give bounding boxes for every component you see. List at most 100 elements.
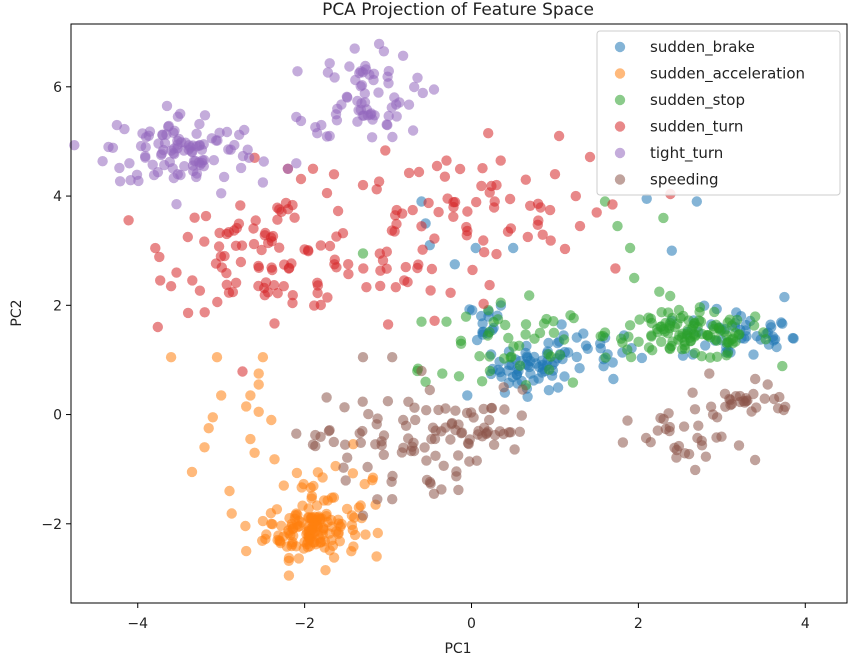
scatter-point [416,316,427,327]
scatter-point [353,502,365,513]
scatter-point [769,334,781,345]
scatter-point [403,433,414,444]
scatter-point [372,494,383,505]
scatter-point [652,425,663,436]
scatter-point [417,244,428,255]
scatter-point [425,285,436,296]
scatter-point [491,248,502,260]
scatter-point [307,163,319,174]
scatter-point [426,433,437,445]
scatter-point [733,440,745,451]
scatter-point [163,121,174,132]
scatter-point [544,364,555,375]
scatter-point [636,352,648,364]
plot-frame [70,23,848,604]
scatter-point [479,247,490,258]
scatter-point [324,58,335,69]
scatter-point [361,282,372,293]
scatter-point [355,437,366,448]
scatter-point [726,398,737,410]
scatter-point [514,426,525,437]
scatter-point [777,360,788,372]
scatter-point [690,464,701,476]
scatter-point [449,259,460,270]
scatter-point [543,337,554,349]
scatter-point [283,525,294,536]
scatter-point [591,207,602,218]
scatter-point [289,212,300,223]
scatter-point [520,174,531,185]
scatter-point [239,124,250,136]
scatter-point [309,518,320,529]
scatter-point [343,268,354,280]
scatter-point [508,341,519,352]
scatter-point [453,450,464,461]
scatter-point [476,180,487,192]
scatter-point [371,184,382,195]
scatter-point [400,261,411,273]
scatter-point [140,152,151,163]
scatter-point [287,297,298,309]
scatter-point [382,396,394,407]
scatter-point [353,105,364,116]
scatter-point [734,390,746,402]
scatter-point [537,229,548,240]
scatter-point [124,158,135,169]
scatter-point [250,215,261,226]
scatter-point [545,351,556,362]
scatter-point [721,350,732,361]
scatter-point [584,151,596,163]
scatter-point [521,340,532,352]
scatter-point [199,442,210,453]
scatter-point [237,366,248,377]
scatter-point [310,429,321,441]
scatter-point [474,351,485,362]
scatter-point [695,316,707,327]
scatter-point [453,484,464,496]
scatter-point [396,447,408,458]
scatter-point [133,175,144,187]
scatter-point [617,337,628,348]
scatter-point [478,403,489,415]
scatter-point [363,408,374,420]
scatter-point [340,475,351,486]
scatter-point [504,193,516,205]
scatter-point [218,171,230,183]
scatter-point [726,334,737,345]
scatter-point [643,312,654,323]
scatter-point [387,131,398,143]
legend-box [596,30,841,196]
scatter-point [688,320,699,332]
scatter-point [567,377,579,388]
scatter-point [521,351,533,362]
scatter-point [257,352,269,363]
scatter-point [520,329,531,340]
y-tick-label: 6 [53,80,62,96]
scatter-point [383,78,394,89]
scatter-point [624,242,636,254]
scatter-point [543,385,555,396]
scatter-point [387,494,398,505]
legend-label: speeding [650,171,719,189]
scatter-point [506,351,517,362]
scatter-point [337,228,349,239]
scatter-point [172,169,183,180]
scatter-point [646,330,657,341]
scatter-point [491,179,502,191]
scatter-point [461,407,473,419]
scatter-point [371,419,382,430]
scatter-point [293,553,304,564]
scatter-point [445,434,456,445]
scatter-point [692,432,703,444]
scatter-point [219,250,230,262]
scatter-point [488,202,500,213]
scatter-point [212,296,223,308]
scatter-point [306,490,318,502]
scatter-point [390,210,401,221]
scatter-point [339,402,350,413]
scatter-point [671,452,682,463]
scatter-point [488,316,499,328]
scatter-point [484,279,495,291]
scatter-point [461,230,472,241]
